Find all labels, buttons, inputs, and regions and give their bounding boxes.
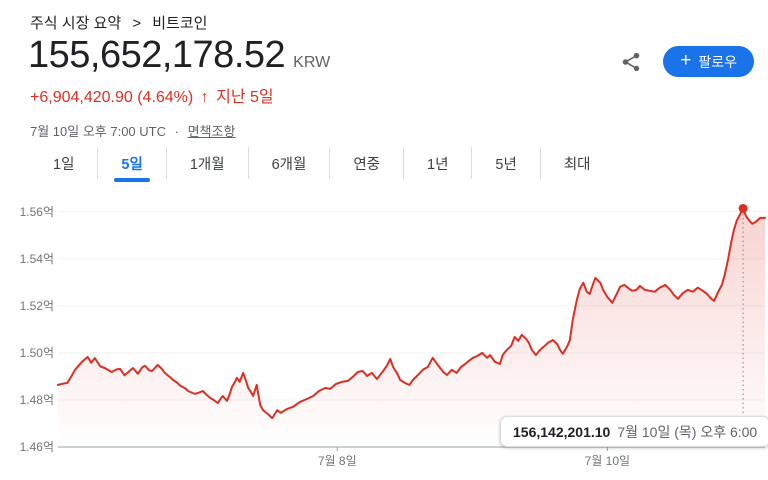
breadcrumb: 주식 시장 요약 > 비트코인: [30, 12, 207, 33]
range-tab-1d[interactable]: 1일: [30, 147, 99, 179]
price-chart[interactable]: 1.56억 1.54억 1.52억 1.50억 1.48억 1.46억 7월 8일 7월 1…: [0, 195, 768, 480]
currency-code: KRW: [293, 54, 331, 71]
change-amount-percent: +6,904,420.90 (4.64%): [30, 89, 194, 106]
breadcrumb-market-summary-link[interactable]: 주식 시장 요약: [30, 15, 122, 32]
y-axis-label: 1.54억: [19, 251, 54, 266]
range-tab-5d[interactable]: 5일: [98, 147, 167, 179]
range-tab-5y[interactable]: 5년: [472, 147, 541, 179]
x-axis-label: 7월 10일: [584, 454, 631, 468]
price-change-row: +6,904,420.90 (4.64%) ↑ 지난 5일: [30, 83, 274, 107]
last-updated-timestamp: 7월 10일 오후 7:00 UTC: [30, 124, 166, 139]
price-chart-svg: [57, 203, 766, 451]
range-tab-ytd[interactable]: 연중: [330, 147, 404, 179]
range-tab-6m[interactable]: 6개월: [249, 147, 331, 179]
share-icon: [623, 52, 640, 71]
range-tab-1y[interactable]: 1년: [404, 147, 473, 179]
range-tab-max[interactable]: 최대: [541, 147, 614, 179]
price-header: 155,652,178.52 KRW: [28, 34, 330, 77]
y-axis-label: 1.52억: [19, 298, 54, 313]
current-point-marker: [738, 203, 748, 213]
range-tabs: 1일 5일 1개월 6개월 연중 1년 5년 최대: [30, 147, 614, 179]
header-actions: + 팔로우: [617, 46, 754, 77]
y-axis-label: 1.46억: [19, 440, 54, 454]
chart-tooltip: 156,142,201.10 7월 10일 (목) 오후 6:00: [500, 416, 768, 447]
x-axis-label: 7월 8일: [317, 454, 357, 468]
follow-button[interactable]: + 팔로우: [663, 46, 754, 77]
y-axis-label: 1.50억: [19, 345, 54, 360]
tooltip-datetime: 7월 10일 (목) 오후 6:00: [617, 423, 758, 440]
quote-meta-row: 7월 10일 오후 7:00 UTC · 면책조항: [30, 121, 235, 140]
range-tab-1m[interactable]: 1개월: [167, 147, 249, 179]
current-price: 155,652,178.52: [28, 34, 286, 76]
price-line-series: [57, 207, 766, 420]
follow-button-label: 팔로우: [698, 53, 737, 70]
meta-separator: ·: [174, 124, 179, 139]
disclaimer-link[interactable]: 면책조항: [187, 124, 236, 139]
y-axis-label: 1.56억: [19, 204, 54, 219]
change-period-label: 지난 5일: [216, 89, 274, 106]
y-axis-label: 1.48억: [19, 392, 54, 407]
plus-icon: +: [680, 50, 692, 71]
breadcrumb-separator: >: [132, 15, 142, 32]
chart-area-fill: [58, 208, 765, 447]
share-button[interactable]: [617, 48, 645, 76]
arrow-up-icon: ↑: [200, 89, 209, 106]
breadcrumb-current-asset: 비트코인: [152, 15, 208, 32]
tooltip-price: 156,142,201.10: [513, 423, 611, 440]
